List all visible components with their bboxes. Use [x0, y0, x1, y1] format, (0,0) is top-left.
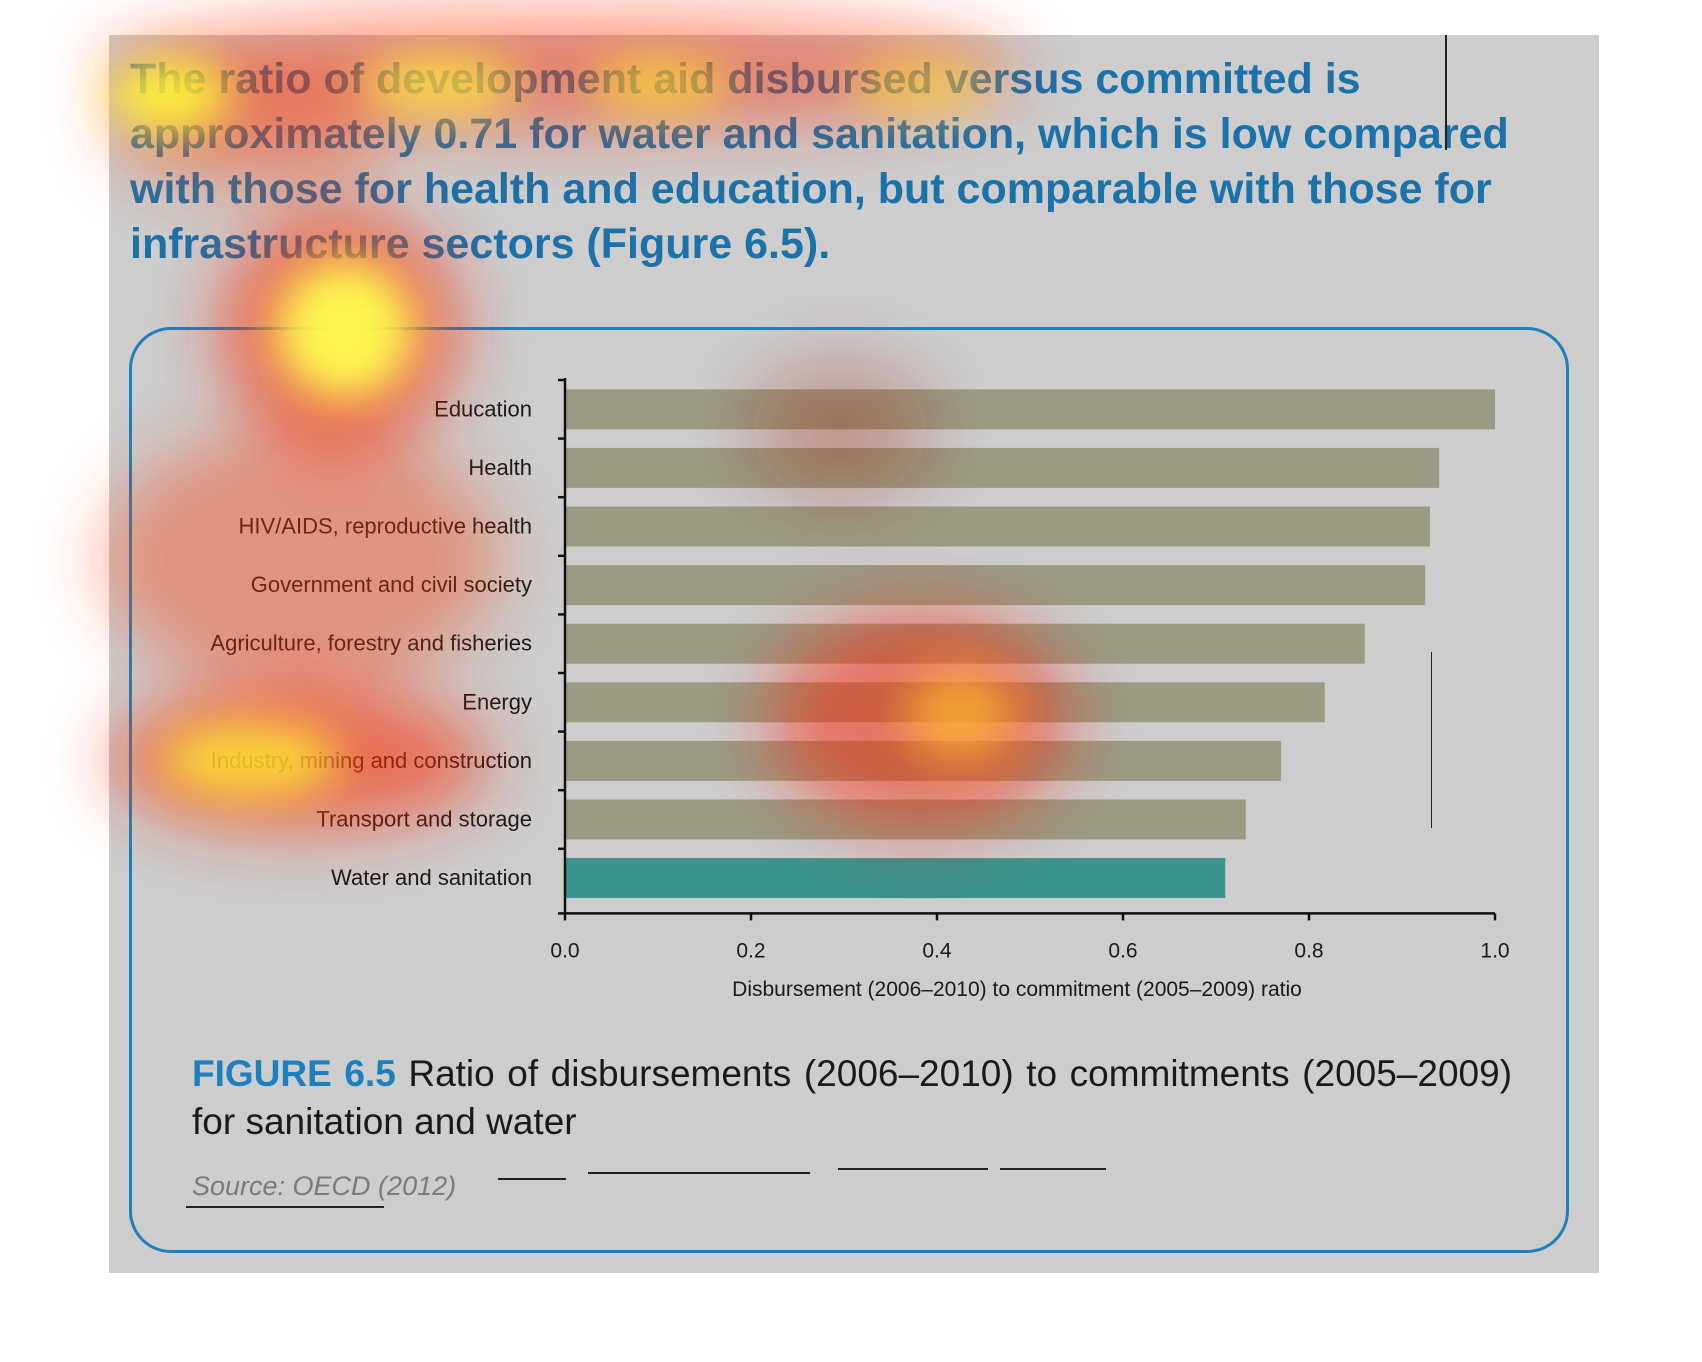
- category-label: Agriculture, forestry and fisheries: [210, 631, 532, 656]
- bar-industry-mining-and-construction: [565, 740, 1282, 781]
- category-label: Government and civil society: [251, 572, 532, 597]
- underline-mark: [498, 1178, 566, 1180]
- category-label: HIV/AIDS, reproductive health: [239, 514, 532, 539]
- margin-mark: [1445, 35, 1447, 150]
- x-tick-label: 0.2: [736, 939, 765, 962]
- category-label: Education: [434, 396, 532, 421]
- x-tick-label: 0.8: [1294, 939, 1323, 962]
- bar-energy: [565, 682, 1325, 723]
- category-label: Transport and storage: [316, 807, 532, 832]
- figure-caption-label: FIGURE 6.5: [192, 1053, 396, 1094]
- category-label: Industry, mining and construction: [211, 748, 532, 773]
- bar-health: [565, 447, 1440, 488]
- figure-caption: FIGURE 6.5 Ratio of disbursements (2006–…: [192, 1050, 1512, 1146]
- bar-hiv-aids-reproductive-health: [565, 506, 1430, 547]
- bar-government-and-civil-society: [565, 565, 1426, 606]
- x-tick-label: 0.6: [1108, 939, 1137, 962]
- category-label: Health: [468, 455, 532, 480]
- underline-mark: [588, 1172, 810, 1174]
- underline-mark: [186, 1206, 384, 1208]
- x-tick-label: 1.0: [1480, 939, 1509, 962]
- bar-education: [565, 389, 1495, 430]
- figure-caption-text: Ratio of disbursements (2006–2010) to co…: [192, 1053, 1513, 1142]
- category-label: Water and sanitation: [331, 865, 532, 890]
- underline-mark: [1000, 1168, 1106, 1170]
- underline-mark: [838, 1168, 988, 1170]
- x-tick-label: 0.0: [550, 939, 579, 962]
- bar-transport-and-storage: [565, 799, 1246, 840]
- category-label: Energy: [462, 689, 532, 714]
- x-tick-label: 0.4: [922, 939, 952, 962]
- margin-mark: [1431, 652, 1432, 828]
- source-citation: Source: OECD (2012): [192, 1171, 457, 1201]
- x-axis-title: Disbursement (2006–2010) to commitment (…: [732, 978, 1302, 1001]
- bar-agriculture-forestry-and-fisheries: [565, 623, 1365, 664]
- bar-water-and-sanitation: [565, 858, 1226, 899]
